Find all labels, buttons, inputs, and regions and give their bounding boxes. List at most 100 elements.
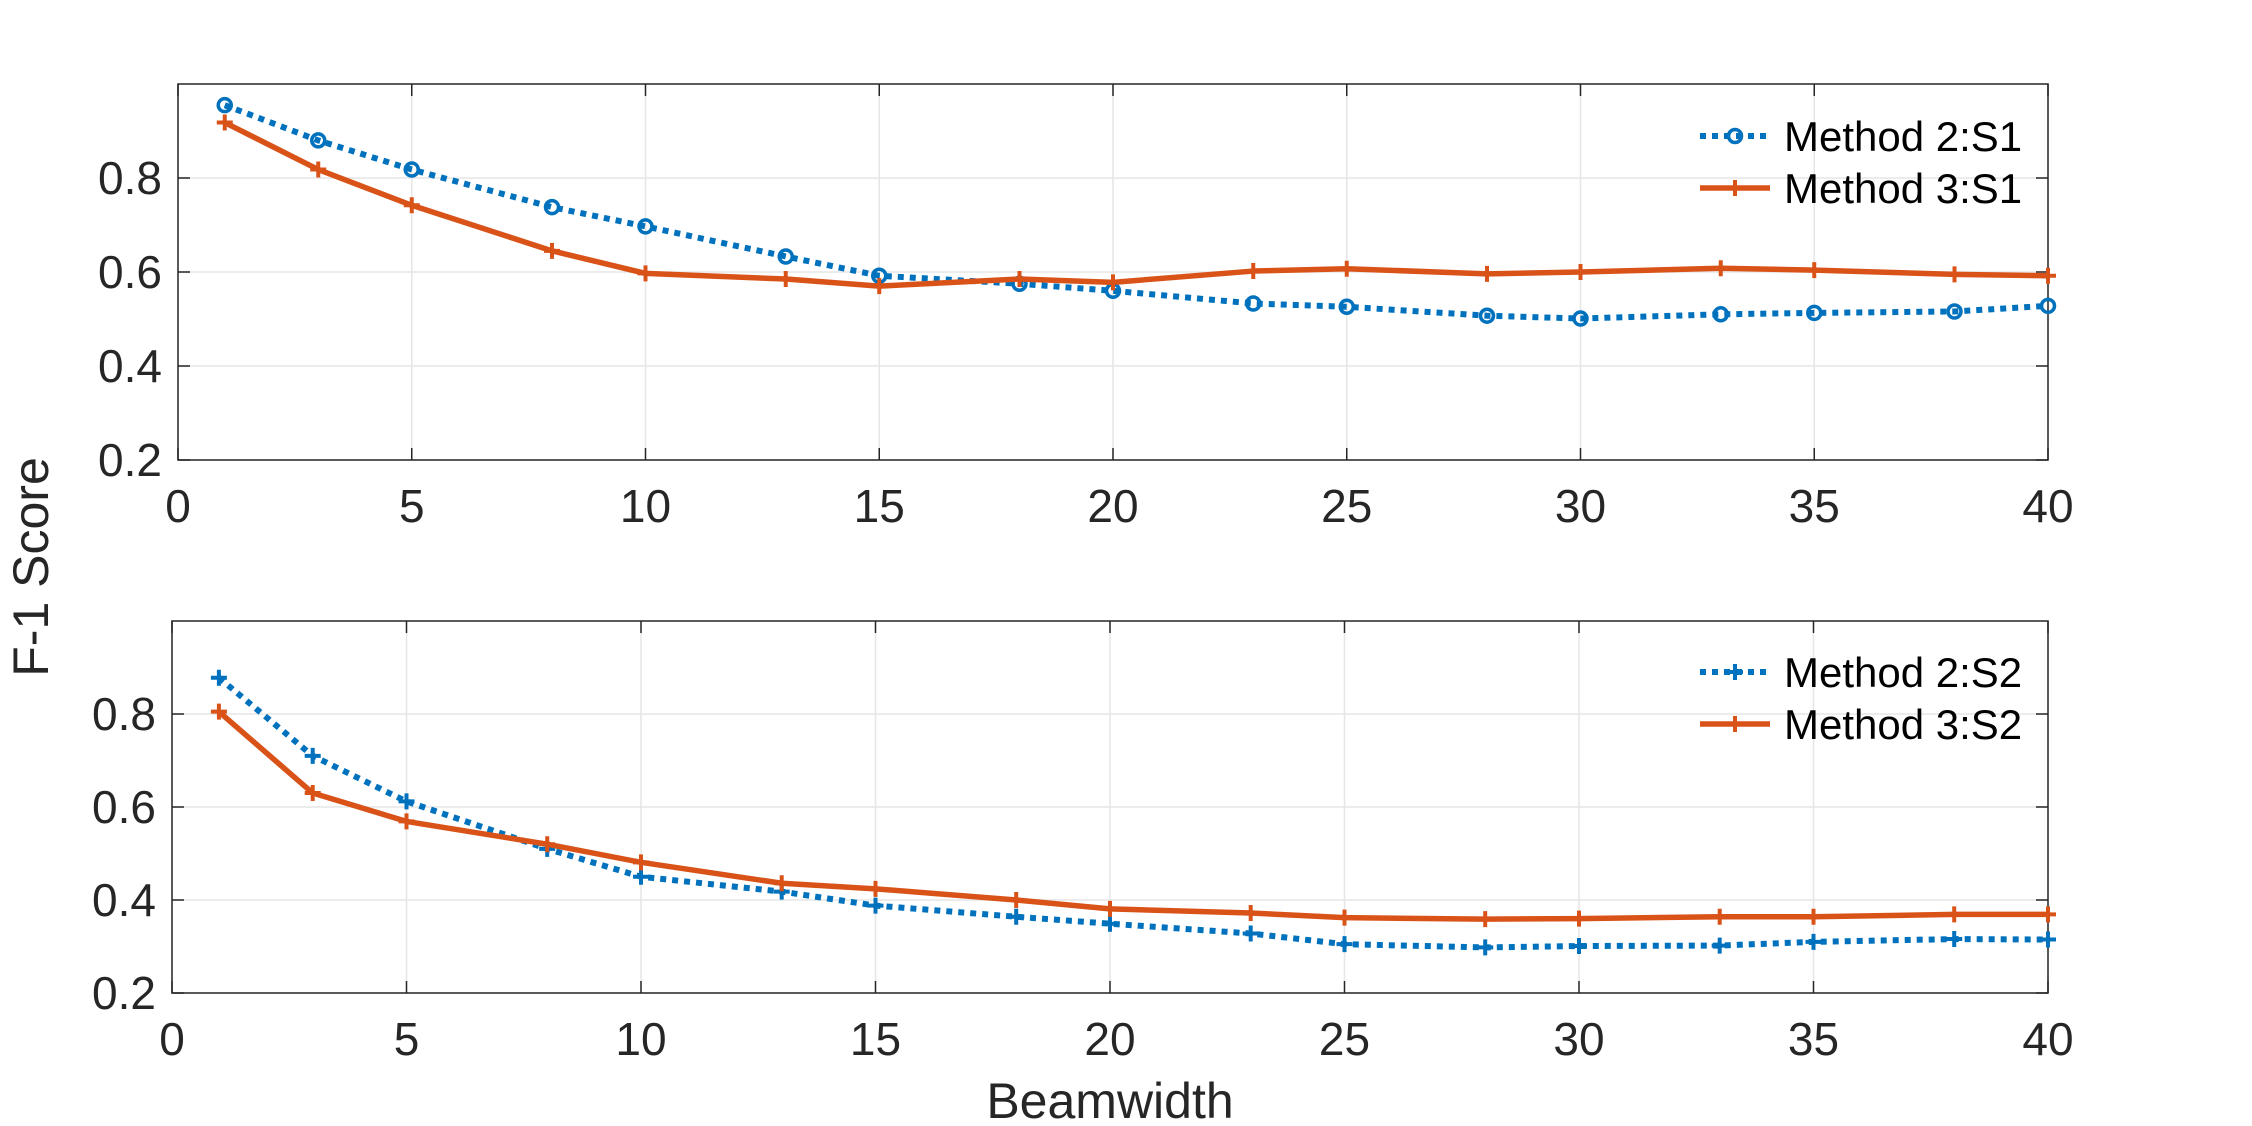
data-point [403, 197, 420, 214]
y-tick-label: 0.8 [98, 152, 162, 204]
data-point [633, 868, 649, 885]
data-point [1806, 262, 1823, 279]
data-point [398, 813, 415, 830]
data-point [1712, 306, 1729, 323]
x-axis-title: Beamwidth [986, 1073, 1233, 1126]
data-point [1245, 263, 1262, 280]
data-point [539, 836, 556, 853]
data-point [1011, 271, 1028, 288]
legend-label: Method 2:S2 [1784, 649, 2022, 696]
x-tick-label: 40 [2022, 1013, 2073, 1065]
data-point [304, 747, 321, 764]
data-point [1477, 939, 1494, 956]
data-point [633, 854, 649, 871]
data-point [216, 96, 233, 114]
x-tick-label: 5 [394, 1013, 420, 1065]
data-point [544, 242, 560, 259]
data-point [1806, 304, 1823, 322]
y-tick-label: 0.2 [92, 967, 156, 1019]
y-tick-label: 0.4 [92, 874, 156, 926]
legend-marker [1727, 664, 1743, 680]
data-point [210, 703, 227, 720]
data-point [1477, 911, 1494, 928]
data-point [1008, 892, 1025, 908]
x-tick-label: 5 [399, 480, 425, 532]
data-point [1478, 307, 1496, 324]
data-point [210, 669, 227, 686]
data-point [1102, 915, 1118, 932]
x-tick-label: 35 [1789, 480, 1840, 532]
legend-label: Method 3:S2 [1784, 701, 2022, 748]
data-point [1479, 265, 1495, 282]
y-axis-title: F-1 Score [3, 457, 59, 677]
data-point [1711, 937, 1728, 954]
data-point [1946, 906, 1963, 923]
data-point [2040, 931, 2056, 948]
data-point [403, 161, 420, 178]
data-point [1572, 310, 1589, 327]
x-tick-label: 20 [1087, 480, 1138, 532]
data-point [1711, 908, 1728, 925]
data-point [1712, 260, 1729, 277]
data-point [777, 248, 794, 265]
legend: Method 2:S2 Method 3:S2 [1700, 649, 2022, 748]
data-point [871, 278, 888, 295]
data-point [637, 265, 654, 282]
data-point [1102, 900, 1118, 917]
x-tick-label: 10 [620, 480, 671, 532]
data-point [1008, 908, 1025, 925]
data-point [1336, 909, 1353, 926]
data-point [773, 875, 790, 892]
x-tick-label: 40 [2022, 480, 2073, 532]
data-point [1336, 936, 1353, 953]
series-method-3-s1 [216, 114, 2056, 295]
data-point [1242, 925, 1259, 942]
data-point [2039, 297, 2057, 315]
data-point [1805, 933, 1822, 950]
data-point [1242, 905, 1259, 922]
x-tick-label: 15 [850, 1013, 901, 1065]
legend-label: Method 2:S1 [1784, 113, 2022, 160]
y-tick-label: 0.2 [98, 434, 162, 486]
x-tick-label: 25 [1321, 480, 1372, 532]
data-point [216, 114, 233, 131]
series-line [216, 675, 2049, 951]
data-point [1805, 908, 1822, 925]
y-tick-label: 0.4 [98, 340, 162, 392]
x-tick-label: 30 [1553, 1013, 1604, 1065]
x-tick-label: 10 [615, 1013, 666, 1065]
data-point [1338, 298, 1355, 316]
data-point [777, 271, 794, 288]
legend-label: Method 3:S1 [1784, 165, 2022, 212]
data-point [398, 793, 415, 810]
legend-marker [1726, 127, 1744, 145]
legend: Method 2:S1 Method 3:S1 [1700, 113, 2022, 212]
x-tick-label: 20 [1084, 1013, 1135, 1065]
data-point [637, 218, 654, 235]
data-point [1946, 266, 1963, 283]
data-point [1338, 260, 1355, 277]
data-point [304, 785, 321, 802]
x-tick-label: 15 [854, 480, 905, 532]
data-point [2040, 267, 2056, 284]
x-tick-label: 0 [165, 480, 191, 532]
x-tick-label: 35 [1788, 1013, 1839, 1065]
x-tick-label: 30 [1555, 480, 1606, 532]
y-tick-label: 0.8 [92, 688, 156, 740]
legend-marker [1727, 180, 1743, 196]
data-point [867, 880, 884, 897]
data-point [310, 161, 327, 178]
x-tick-label: 25 [1319, 1013, 1370, 1065]
data-point [543, 198, 561, 216]
data-point [1571, 910, 1587, 927]
series-line [223, 102, 2049, 322]
data-point [1245, 295, 1262, 312]
x-tick-label: 0 [159, 1013, 185, 1065]
data-point [2040, 906, 2056, 923]
data-point [1946, 931, 1963, 948]
data-point [1946, 303, 1963, 320]
data-point [1105, 274, 1121, 291]
